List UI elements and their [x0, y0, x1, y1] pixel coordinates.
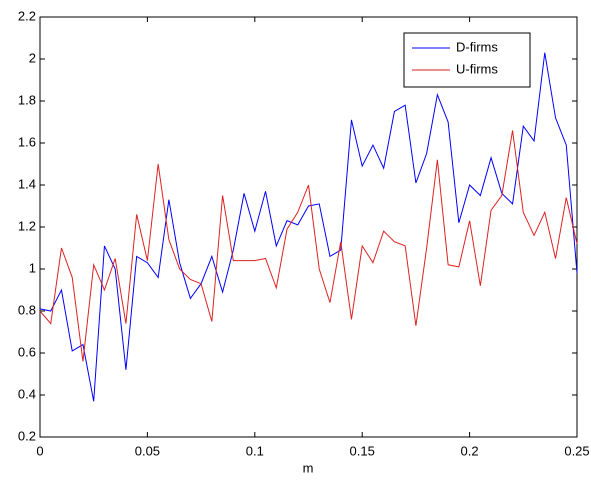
y-tick-label: 1	[29, 260, 36, 275]
x-tick-label: 0.15	[350, 443, 375, 458]
y-tick-label: 0.2	[18, 428, 36, 443]
y-tick-label: 0.6	[18, 344, 36, 359]
data-line	[39, 130, 578, 362]
legend-label: D-firms	[456, 39, 498, 54]
x-axis-label: m	[303, 460, 314, 475]
y-tick-label: 1.6	[18, 134, 36, 149]
y-tick-label: 1.4	[18, 176, 36, 191]
legend-box	[403, 32, 531, 88]
y-tick-label: 2.2	[18, 8, 36, 23]
x-tick-label: 0.05	[135, 443, 160, 458]
data-line	[39, 52, 578, 402]
y-tick-label: 0.4	[18, 386, 36, 401]
legend-label: U-firms	[456, 61, 498, 76]
x-tick-label: 0	[36, 443, 43, 458]
y-tick-label: 0.8	[18, 302, 36, 317]
x-tick-label: 0.2	[461, 443, 479, 458]
y-tick-label: 1.2	[18, 218, 36, 233]
y-tick-label: 2	[29, 50, 36, 65]
x-tick-label: 0.25	[564, 443, 589, 458]
x-tick-label: 0.1	[246, 443, 264, 458]
y-tick-label: 1.8	[18, 92, 36, 107]
